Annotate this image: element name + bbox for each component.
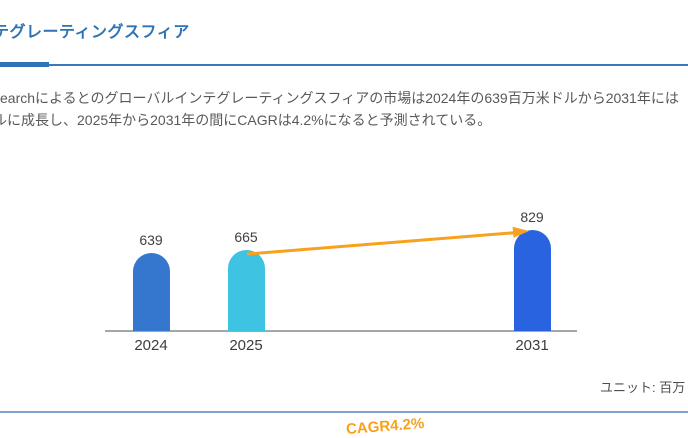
bar-2031 — [513, 230, 551, 331]
x-axis-line — [105, 330, 577, 332]
intro-line-1: earchによるとのグローバルインテグレーティングスフィアの市場は2024年の6… — [0, 90, 679, 106]
value-label-2025: 665 — [234, 229, 258, 245]
value-label-2031: 829 — [520, 209, 544, 225]
title-underline-line — [49, 63, 688, 66]
intro-line-2: ルに成長し、2025年から2031年の間にCAGRは4.2%になると予測されてい… — [0, 112, 492, 128]
value-label-2024: 639 — [139, 232, 163, 248]
cagr-annotation: CAGR4.2% — [345, 414, 425, 438]
title-underline-accent — [0, 62, 49, 67]
bottom-border — [0, 411, 688, 413]
page-title: テグレーティングスフィア — [0, 24, 190, 41]
bar-2024 — [132, 253, 170, 331]
bar-chart: CAGR4.2% 639 2024 665 2025 829 2031 — [0, 200, 688, 438]
category-label-2024: 2024 — [134, 337, 168, 354]
bar-2025 — [227, 250, 265, 331]
intro-paragraph: earchによるとのグローバルインテグレーティングスフィアの市場は2024年の6… — [0, 87, 688, 131]
title-underline — [0, 62, 688, 67]
category-label-2031: 2031 — [515, 337, 549, 354]
unit-label: ユニット: 百万 — [600, 380, 686, 395]
category-label-2025: 2025 — [229, 337, 263, 354]
